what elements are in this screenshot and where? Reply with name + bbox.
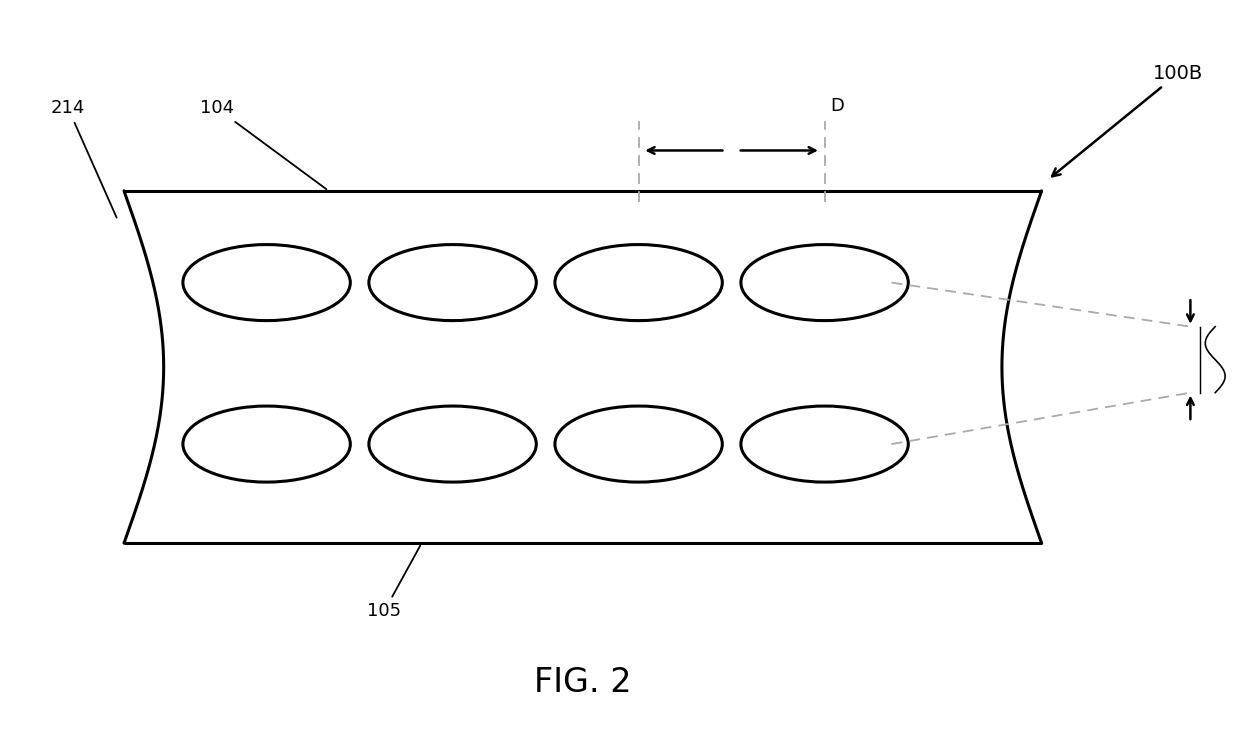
Text: 105: 105: [367, 545, 420, 620]
Text: 100B: 100B: [1052, 64, 1204, 176]
Text: D: D: [830, 97, 844, 115]
Text: 214: 214: [51, 99, 117, 218]
Text: 104: 104: [200, 99, 326, 189]
Text: FIG. 2: FIG. 2: [534, 666, 631, 699]
